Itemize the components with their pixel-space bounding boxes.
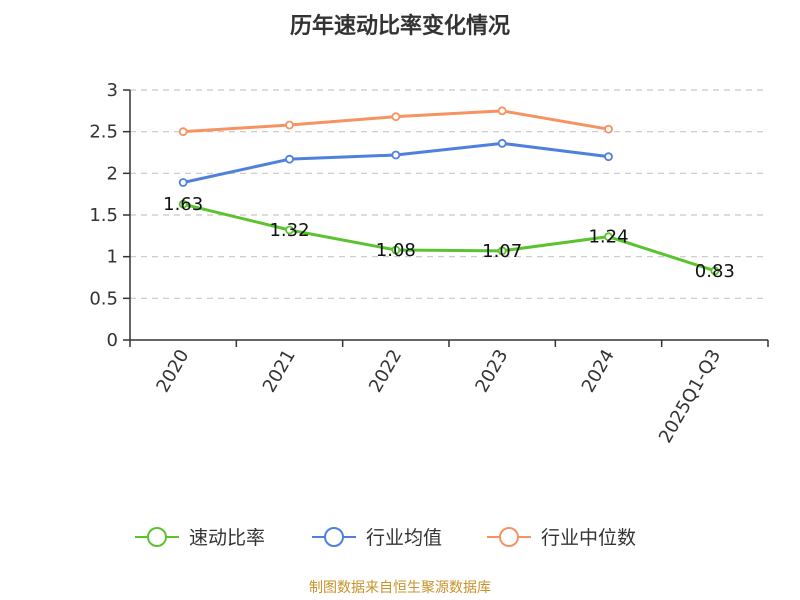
chart-title: 历年速动比率变化情况: [290, 13, 510, 39]
data-label: 1.24: [588, 227, 628, 248]
x-tick-label: 2023: [471, 346, 512, 396]
y-tick-label: 1: [107, 247, 118, 268]
data-label: 1.63: [163, 194, 203, 215]
data-point: [497, 106, 507, 116]
data-point: [178, 199, 188, 209]
data-point: [710, 266, 720, 276]
data-label: 1.08: [376, 240, 416, 261]
data-point: [497, 246, 507, 256]
legend-marker: [324, 527, 344, 547]
data-point: [178, 127, 188, 137]
legend-item-1: 行业均值: [312, 527, 442, 549]
legend-item-2: 行业中位数: [487, 527, 636, 549]
y-tick-label: 2.5: [89, 122, 118, 143]
y-tick-label: 3: [107, 80, 118, 101]
legend-label: 行业中位数: [541, 527, 636, 549]
legend: 速动比率 行业均值 行业中位数: [135, 527, 636, 549]
data-point: [604, 124, 613, 134]
source-note: 制图数据来自恒生聚源数据库: [309, 580, 491, 596]
gridlines: [130, 89, 768, 299]
data-label: 0.83: [695, 261, 735, 282]
y-tick-label: 1.5: [89, 205, 118, 226]
x-tick-label: 2022: [365, 346, 406, 396]
data-point: [178, 178, 188, 187]
legend-marker: [147, 527, 167, 547]
data-point: [285, 225, 294, 235]
x-tick-label: 2020: [152, 346, 193, 396]
data-point: [604, 152, 613, 162]
x-tick-label: 2024: [578, 346, 619, 396]
data-point: [391, 112, 401, 122]
data-point: [604, 232, 613, 242]
data-point: [285, 120, 294, 130]
y-tick-label: 2: [107, 163, 118, 184]
data-labels: 1.63 1.32 1.08 1.07 1.24 0.83: [163, 194, 735, 282]
legend-label: 速动比率: [189, 527, 265, 549]
data-point: [497, 138, 507, 148]
legend-item-0: 速动比率: [135, 527, 265, 549]
axes: 0 0.5 1 1.5 2 2.5 3 2020 2021 2022 2023 2024 2025Q1-…: [89, 80, 769, 447]
series-line-1: [182, 141, 609, 184]
data-point: [285, 154, 294, 164]
y-tick-label: 0.5: [89, 288, 118, 309]
legend-label: 行业均值: [366, 527, 442, 549]
data-label: 1.07: [482, 241, 522, 262]
legend-marker: [499, 527, 519, 547]
data-point: [391, 245, 401, 255]
series: [178, 106, 720, 276]
data-label: 1.32: [269, 220, 309, 241]
x-tick-label: 2021: [259, 346, 300, 396]
data-point: [391, 150, 401, 160]
x-tick-label: 2025Q1-Q3: [655, 346, 725, 447]
y-tick-label: 0: [107, 330, 118, 351]
series-line-0: [182, 202, 716, 273]
